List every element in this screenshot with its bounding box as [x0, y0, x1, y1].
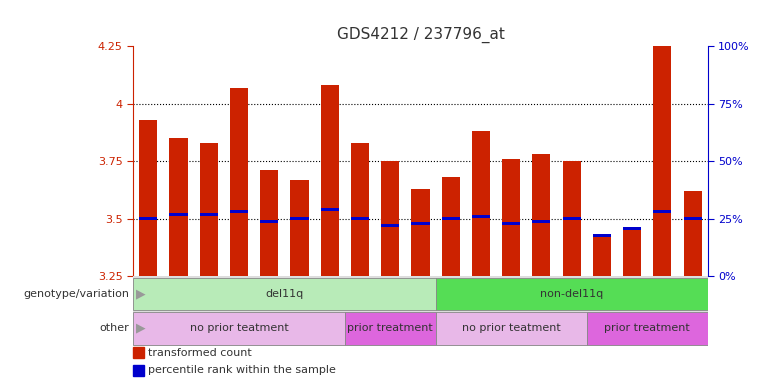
Bar	[351, 143, 369, 276]
Bar	[260, 170, 279, 276]
Bar	[320, 85, 339, 276]
Bar	[133, 347, 144, 358]
Bar	[351, 217, 369, 220]
Bar	[562, 161, 581, 276]
Text: no prior teatment: no prior teatment	[462, 323, 561, 333]
Bar	[133, 278, 435, 310]
Bar	[139, 217, 158, 220]
Bar	[502, 222, 521, 225]
Bar	[502, 159, 521, 276]
Text: prior treatment: prior treatment	[604, 323, 690, 333]
Bar	[533, 220, 550, 223]
Bar	[230, 210, 248, 214]
Bar	[435, 278, 708, 310]
Title: GDS4212 / 237796_at: GDS4212 / 237796_at	[336, 27, 505, 43]
Bar	[139, 120, 158, 276]
Bar	[593, 237, 611, 276]
Text: transformed count: transformed count	[148, 348, 251, 358]
Text: prior treatment: prior treatment	[347, 323, 433, 333]
Bar	[133, 312, 345, 344]
Bar	[587, 312, 708, 344]
Bar	[291, 180, 308, 276]
Bar	[133, 365, 144, 376]
Text: other: other	[100, 323, 129, 333]
Text: percentile rank within the sample: percentile rank within the sample	[148, 366, 336, 376]
Bar	[199, 213, 218, 216]
Bar	[562, 217, 581, 220]
Bar	[320, 208, 339, 211]
Bar	[441, 177, 460, 276]
Bar	[653, 46, 671, 276]
Bar	[653, 210, 671, 214]
Bar	[472, 131, 490, 276]
Bar	[472, 215, 490, 218]
Bar	[593, 233, 611, 237]
Bar	[441, 217, 460, 220]
Bar	[683, 191, 702, 276]
Text: genotype/variation: genotype/variation	[24, 289, 129, 299]
Bar	[260, 220, 279, 223]
Bar	[381, 161, 400, 276]
Bar	[533, 154, 550, 276]
Bar	[199, 143, 218, 276]
Bar	[345, 312, 435, 344]
Text: ▶: ▶	[132, 287, 145, 300]
Bar	[291, 217, 308, 220]
Bar	[381, 224, 400, 227]
Bar	[230, 88, 248, 276]
Bar	[412, 189, 429, 276]
Text: del11q: del11q	[266, 289, 304, 299]
Text: no prior teatment: no prior teatment	[189, 323, 288, 333]
Bar	[412, 222, 429, 225]
Bar	[623, 227, 642, 230]
Bar	[170, 213, 188, 216]
Text: ▶: ▶	[132, 322, 145, 335]
Bar	[683, 217, 702, 220]
Text: non-del11q: non-del11q	[540, 289, 603, 299]
Bar	[435, 312, 587, 344]
Bar	[170, 138, 188, 276]
Bar	[623, 230, 642, 276]
